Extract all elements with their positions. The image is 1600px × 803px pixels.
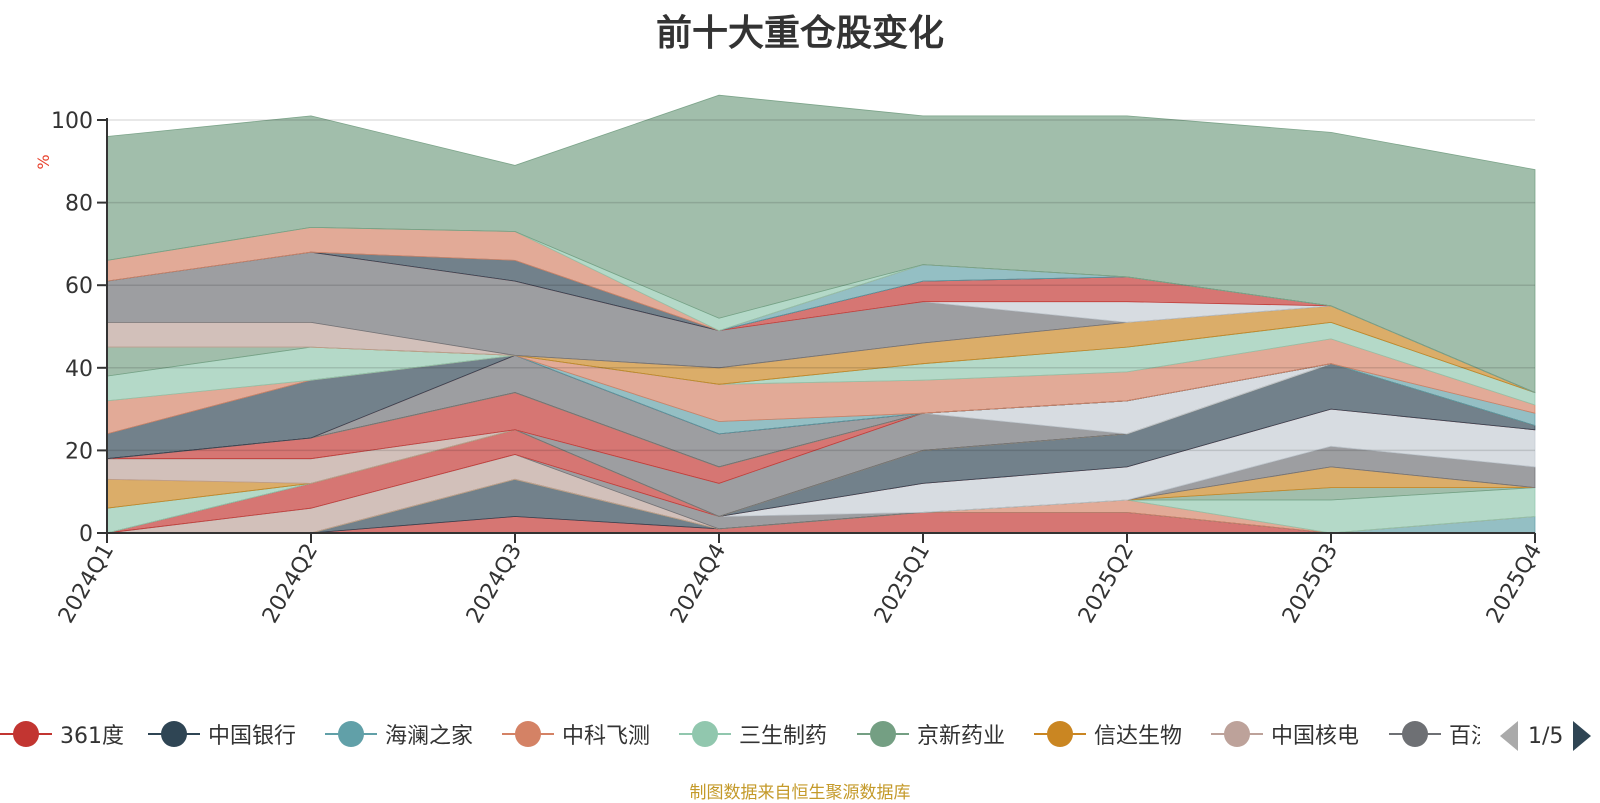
legend-item[interactable]: 中国银行 [148,712,296,756]
legend-marker-icon [679,721,731,747]
y-tick-label-20: 20 [65,439,93,464]
x-tick-label-2024Q1: 2024Q1 [54,540,119,628]
area-series-46 [106,94,1536,394]
legend-label: 京新药业 [917,724,1006,749]
legend-marker-icon [1034,721,1086,747]
y-axis-label: % [34,154,53,169]
legend-label: 信达生物 [1094,724,1183,749]
x-tick-label-2025Q3: 2025Q3 [1278,540,1343,628]
legend-label: 中国银行 [208,724,297,749]
legend-label: 百济神州 [1449,724,1480,749]
legend-item[interactable]: 信达生物 [1034,712,1182,756]
pager-prev-icon[interactable] [1500,721,1518,751]
y-tick-label-0: 0 [79,522,93,547]
legend-item[interactable]: 361度 [0,712,124,756]
legend-label: 海澜之家 [385,724,474,749]
legend-marker-icon [1211,721,1263,747]
legend-item[interactable]: 京新药业 [857,712,1005,756]
y-tick-label-40: 40 [65,357,93,382]
chart-title: 前十大重仓股变化 [655,13,944,54]
x-tick-label-2025Q4: 2025Q4 [1482,540,1547,628]
legend-label: 中科飞测 [562,724,651,749]
x-tick-label-2025Q2: 2025Q2 [1074,540,1139,628]
legend-marker-icon [857,721,909,747]
legend: 361度 中国银行 海澜之家 中科飞测 三生制药 京新药业 信达生物 中国核电 百济神州 [0,712,1480,756]
legend-label: 三生制药 [739,724,828,749]
y-tick-label-80: 80 [65,192,93,217]
pager-text: 1/5 [1528,723,1564,749]
legend-marker-icon [0,721,52,747]
x-tick-label-2024Q3: 2024Q3 [462,540,527,628]
legend-marker-icon [502,721,554,747]
legend-item[interactable]: 海澜之家 [325,712,473,756]
legend-item[interactable]: 百济神州 [1389,712,1480,756]
grid-layer [107,119,1535,452]
legend-item[interactable]: 中科飞测 [502,712,650,756]
x-tick-label-2024Q2: 2024Q2 [258,540,323,628]
area-layer [106,94,1536,534]
y-tick-label-100: 100 [51,109,93,134]
x-tick-label-2024Q4: 2024Q4 [666,540,731,628]
x-tick-label-2025Q1: 2025Q1 [870,540,935,628]
source-note: 制图数据来自恒生聚源数据库 [689,783,911,803]
pager-next-icon[interactable] [1573,721,1592,751]
legend-label: 361度 [60,724,124,749]
legend-marker-icon [1389,721,1441,747]
legend-item[interactable]: 三生制药 [679,712,827,756]
legend-item[interactable]: 中国核电 [1211,712,1359,756]
y-tick-label-60: 60 [65,274,93,299]
legend-label: 中国核电 [1271,724,1360,749]
legend-pager: 1/5 [1500,716,1592,756]
legend-marker-icon [148,721,200,747]
legend-marker-icon [325,721,377,747]
